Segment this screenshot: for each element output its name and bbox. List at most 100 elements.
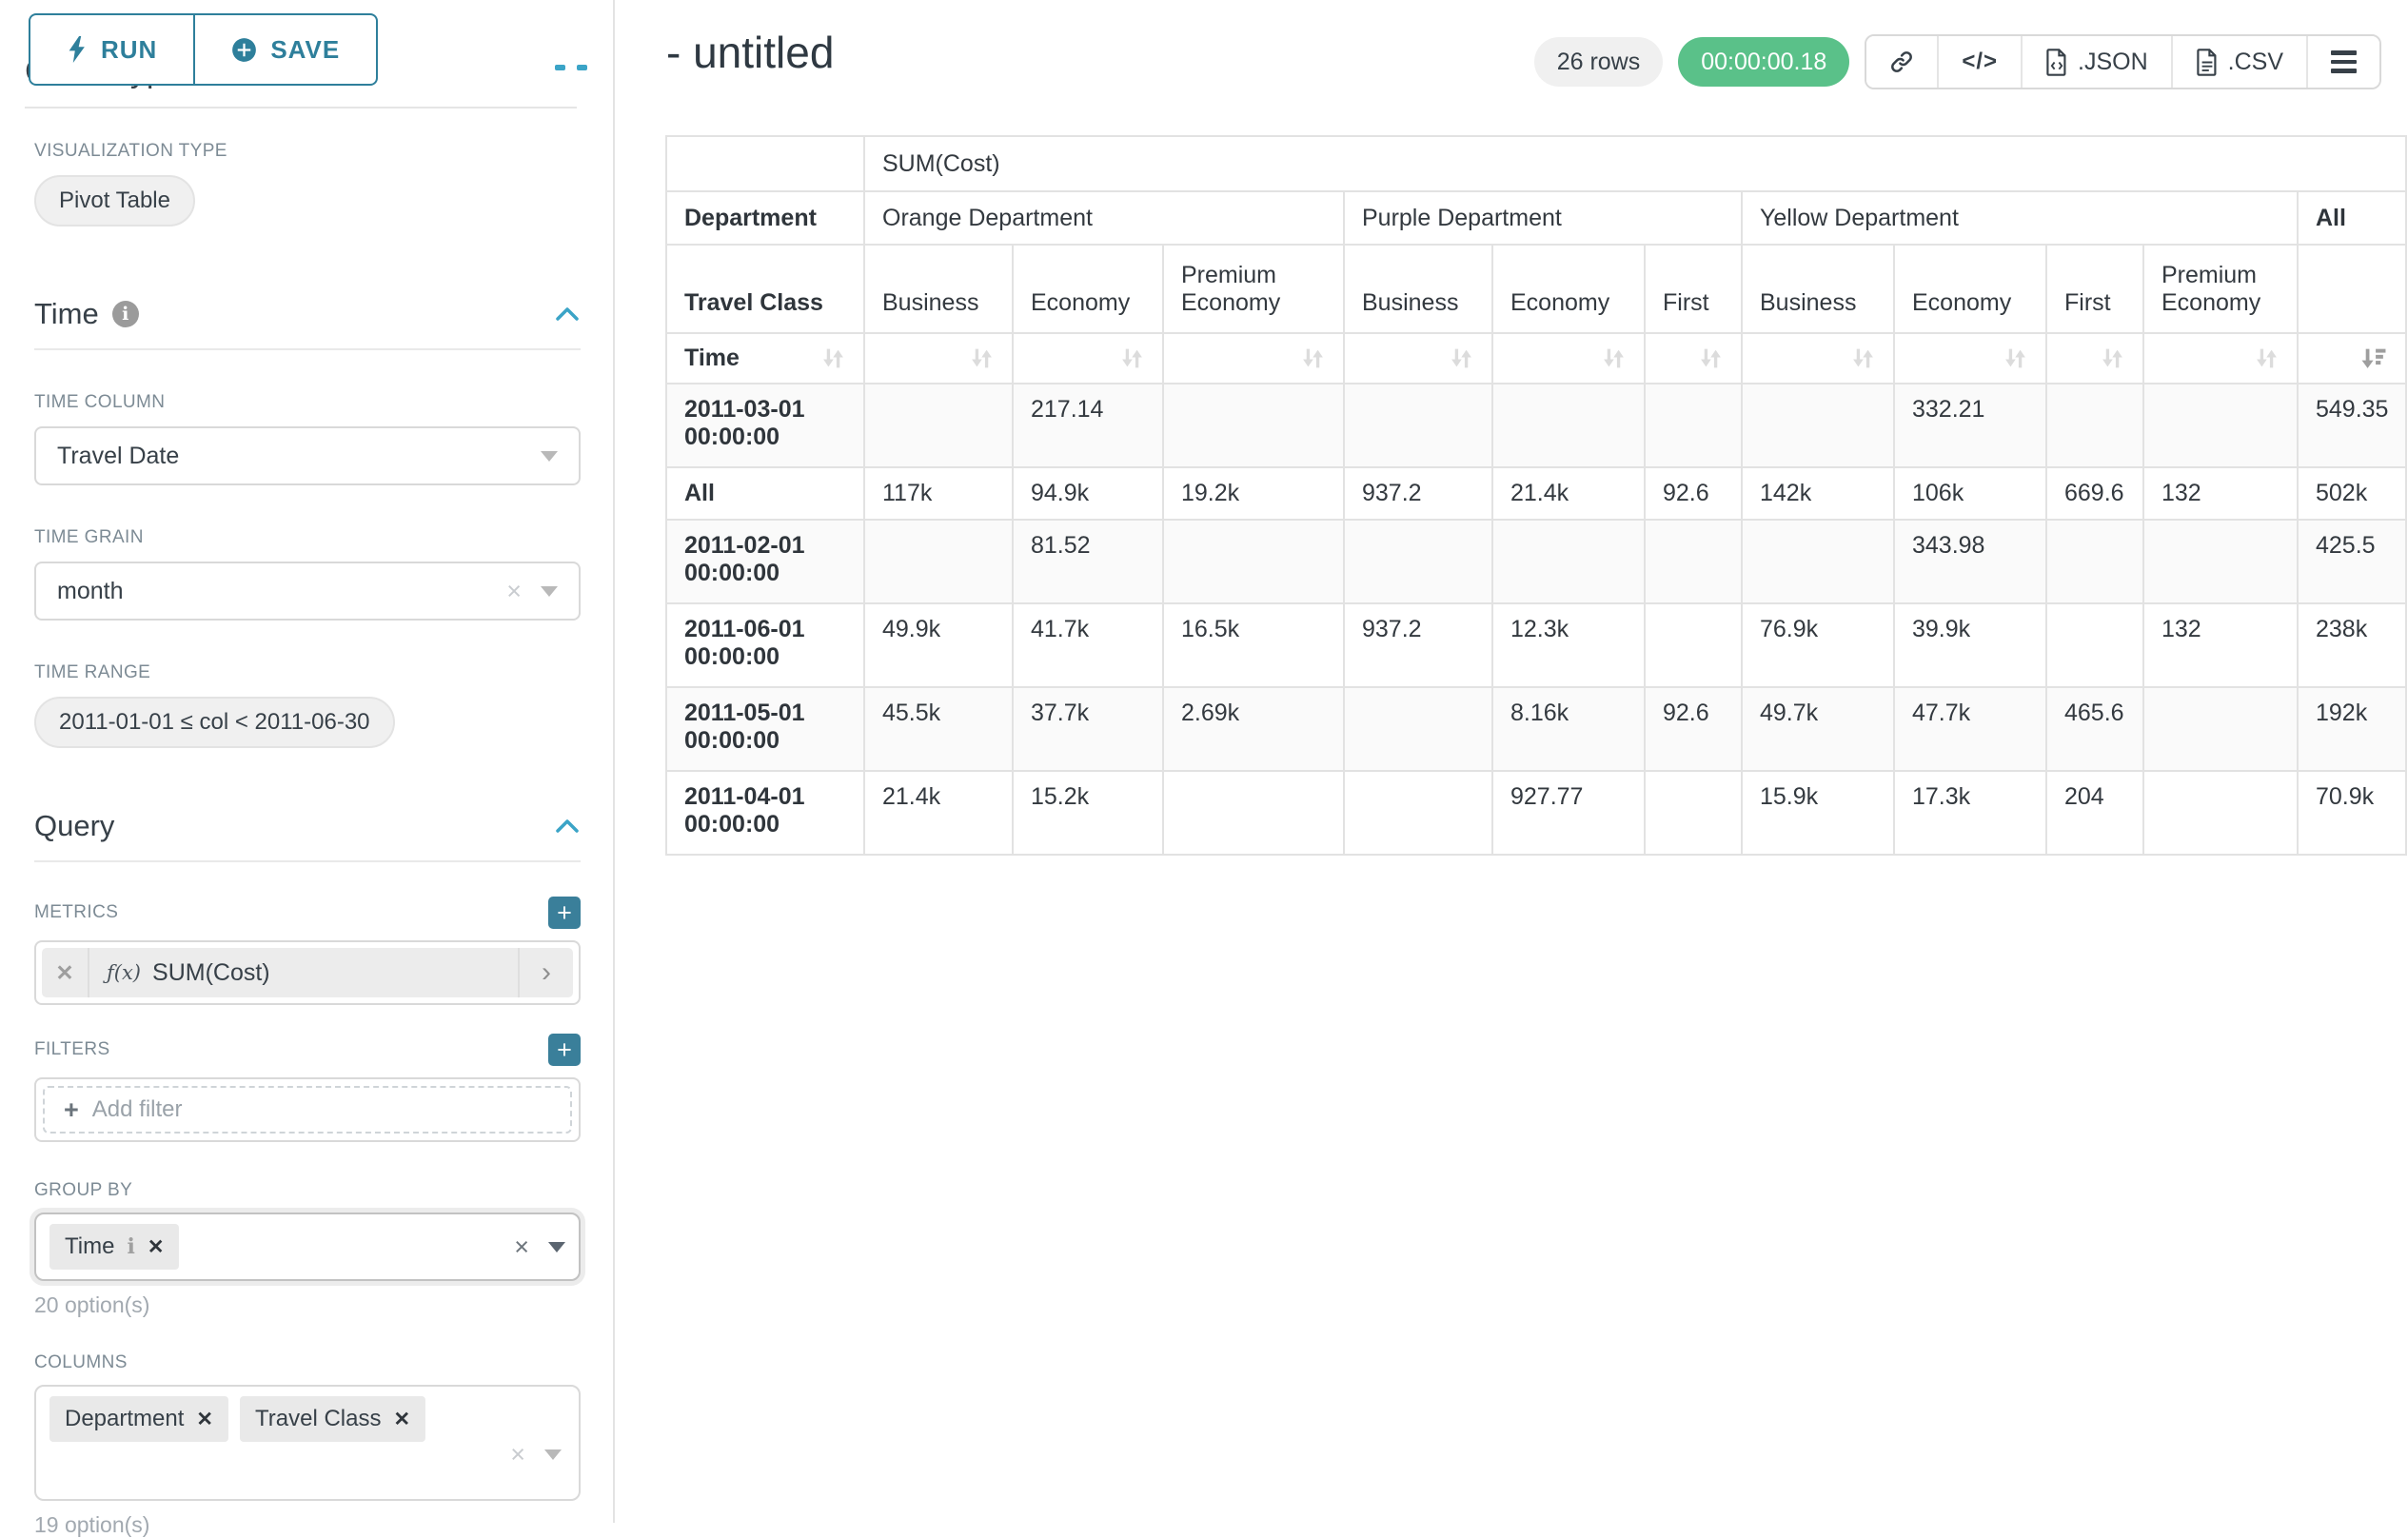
pivot-column-header: Business: [864, 245, 1013, 333]
plus-icon: +: [64, 1095, 79, 1125]
chart-title[interactable]: - untitled: [666, 27, 834, 78]
remove-tag-icon[interactable]: ✕: [393, 1408, 410, 1431]
save-button[interactable]: SAVE: [193, 13, 378, 86]
pivot-row-header: 2011-04-01 00:00:00: [666, 771, 864, 855]
menu-button[interactable]: [2306, 36, 2379, 88]
pivot-cell: 343.98: [1894, 520, 2046, 603]
time-range-label: TIME RANGE: [34, 662, 581, 683]
pivot-cell: 70.9k: [2298, 771, 2406, 855]
chevron-up-icon[interactable]: [554, 305, 581, 324]
pivot-cell: 12.3k: [1492, 603, 1645, 687]
pivot-cell: [1163, 771, 1344, 855]
add-filter-button[interactable]: + Add filter: [43, 1086, 572, 1134]
sort-cell: [1492, 333, 1645, 384]
time-range-pill[interactable]: 2011-01-01 ≤ col < 2011-06-30: [34, 697, 395, 748]
control-panel: Chart Type RUN SAVE VISUALIZATION TYPE P…: [0, 0, 615, 1523]
pivot-cell: 927.77: [1492, 771, 1645, 855]
pivot-column-header: Economy: [1894, 245, 2046, 333]
table-row: 2011-05-01 00:00:0045.5k37.7k2.69k8.16k9…: [666, 687, 2406, 771]
pivot-cell: 37.7k: [1013, 687, 1163, 771]
pivot-column-header: Economy: [1013, 245, 1163, 333]
filters-control: + Add filter: [34, 1077, 581, 1142]
pivot-cell: [1492, 384, 1645, 467]
pivot-cell: 81.52: [1013, 520, 1163, 603]
group-by-tag-time[interactable]: Time i ✕: [49, 1224, 179, 1270]
pivot-axis-label-department: Department: [666, 191, 864, 245]
sort-cell: [1013, 333, 1163, 384]
export-json-button[interactable]: .JSON: [2021, 36, 2171, 88]
remove-tag-icon[interactable]: ✕: [148, 1235, 165, 1259]
columns-select[interactable]: Department ✕ Travel Class ✕ ×: [34, 1385, 581, 1501]
pivot-cell: 425.5: [2298, 520, 2406, 603]
view-query-button[interactable]: </>: [1937, 36, 2021, 88]
hamburger-menu-icon: [2331, 50, 2357, 73]
export-csv-button[interactable]: .CSV: [2171, 36, 2306, 88]
sort-icon[interactable]: [1119, 345, 1145, 371]
plus-circle-icon: [231, 37, 257, 63]
pivot-cell: [864, 384, 1013, 467]
time-grain-select[interactable]: month ×: [34, 562, 581, 621]
chevron-up-icon[interactable]: [554, 817, 581, 836]
sort-descending-icon[interactable]: [2359, 345, 2388, 371]
pivot-corner-cell: [666, 136, 864, 191]
pivot-column-header: [2298, 245, 2406, 333]
pivot-column-group-header: All: [2298, 191, 2406, 245]
clear-icon[interactable]: ×: [506, 579, 522, 604]
divider: [25, 107, 577, 108]
clear-icon[interactable]: ×: [514, 1234, 529, 1260]
sort-icon[interactable]: [1601, 345, 1627, 371]
pivot-column-header: Business: [1344, 245, 1492, 333]
pivot-cell: 94.9k: [1013, 467, 1163, 520]
columns-tag-travel-class[interactable]: Travel Class ✕: [240, 1396, 425, 1442]
remove-metric-icon[interactable]: ✕: [42, 948, 89, 997]
metric-label[interactable]: ƒ(x) SUM(Cost): [89, 959, 518, 987]
sort-icon[interactable]: [820, 345, 846, 371]
add-filter-plus-button[interactable]: +: [548, 1034, 581, 1066]
pivot-cell: 15.9k: [1742, 771, 1894, 855]
sort-icon[interactable]: [1698, 345, 1724, 371]
sort-icon[interactable]: [1850, 345, 1876, 371]
sort-icon[interactable]: [969, 345, 995, 371]
query-section-title: Query: [34, 809, 114, 843]
sort-icon[interactable]: [1449, 345, 1474, 371]
pivot-cell: [1645, 771, 1742, 855]
pivot-cell: 192k: [2298, 687, 2406, 771]
run-button[interactable]: RUN: [29, 13, 195, 86]
pivot-cell: 132: [2143, 603, 2298, 687]
remove-tag-icon[interactable]: ✕: [196, 1408, 213, 1431]
sort-icon[interactable]: [1300, 345, 1326, 371]
sort-icon[interactable]: [2254, 345, 2280, 371]
chevron-right-icon[interactable]: ›: [518, 948, 573, 997]
pivot-cell: 17.3k: [1894, 771, 2046, 855]
time-grain-label: TIME GRAIN: [34, 527, 581, 548]
viz-type-pill[interactable]: Pivot Table: [34, 175, 195, 227]
time-column-label: TIME COLUMN: [34, 392, 581, 413]
columns-tag-department[interactable]: Department ✕: [49, 1396, 228, 1442]
pivot-cell: 937.2: [1344, 603, 1492, 687]
pivot-column-group-header: Orange Department: [864, 191, 1344, 245]
pivot-cell: 49.7k: [1742, 687, 1894, 771]
clear-icon[interactable]: ×: [510, 1442, 525, 1468]
run-save-button-group: RUN SAVE: [29, 13, 378, 86]
time-column-select[interactable]: Travel Date: [34, 426, 581, 485]
chevron-down-icon: [544, 1449, 562, 1460]
pivot-cell: 16.5k: [1163, 603, 1344, 687]
pivot-row-header: 2011-03-01 00:00:00: [666, 384, 864, 467]
group-by-select[interactable]: Time i ✕ ×: [34, 1213, 581, 1281]
sort-icon[interactable]: [2003, 345, 2028, 371]
sort-cell: [1163, 333, 1344, 384]
add-metric-button[interactable]: +: [548, 897, 581, 929]
info-icon: i: [127, 1234, 134, 1259]
pivot-cell: 92.6: [1645, 687, 1742, 771]
sort-icon[interactable]: [2100, 345, 2125, 371]
viz-type-label: VISUALIZATION TYPE: [34, 141, 581, 162]
metrics-label: METRICS: [34, 902, 118, 923]
pivot-cell: 21.4k: [1492, 467, 1645, 520]
pivot-column-group-header: Yellow Department: [1742, 191, 2298, 245]
pivot-cell: [2046, 520, 2143, 603]
copy-link-button[interactable]: [1866, 36, 1937, 88]
pivot-cell: [1163, 384, 1344, 467]
pivot-cell: [2143, 384, 2298, 467]
pivot-cell: 132: [2143, 467, 2298, 520]
pivot-column-header: Premium Economy: [1163, 245, 1344, 333]
